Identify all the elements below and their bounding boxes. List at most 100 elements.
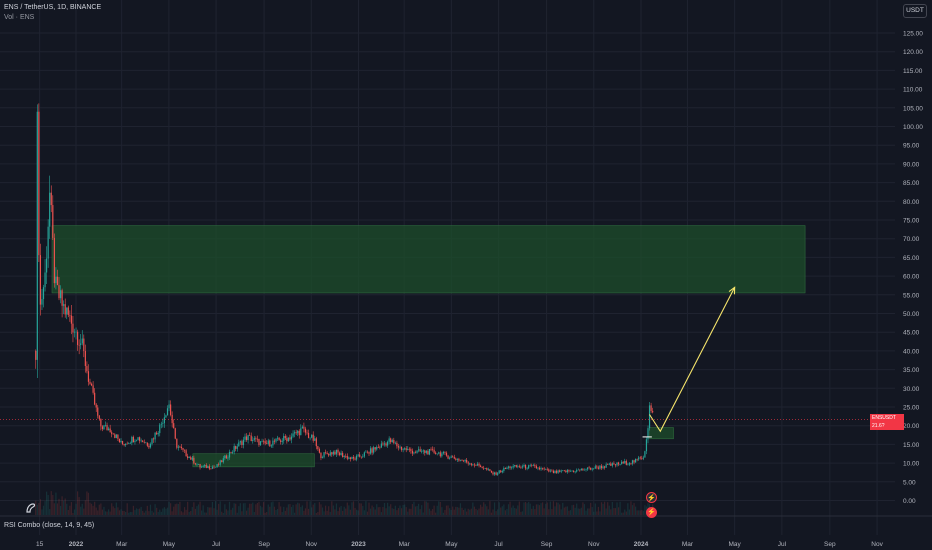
volume-bar <box>399 505 401 515</box>
volume-bar <box>318 502 321 515</box>
volume-bar <box>77 491 79 515</box>
candle-body <box>616 462 618 466</box>
candle-body <box>400 446 403 450</box>
candle-body <box>128 443 130 444</box>
candle-body <box>514 465 516 466</box>
candle-body <box>235 446 237 449</box>
volume-bar <box>590 502 592 515</box>
candle-body <box>535 466 538 469</box>
candle-body <box>253 438 255 440</box>
candle-body <box>156 432 158 435</box>
volume-bar <box>95 507 97 515</box>
candle-body <box>362 456 364 458</box>
volume-bar <box>187 501 189 515</box>
volume-bar <box>242 503 245 515</box>
volume-bar <box>402 504 404 515</box>
rsi-indicator-label[interactable]: RSI Combo (close, 14, 9, 45) <box>4 522 95 529</box>
candle-body <box>596 466 598 468</box>
candle-body <box>163 417 166 424</box>
quote-currency-button[interactable]: USDT <box>903 4 927 18</box>
candle-body <box>332 451 334 455</box>
candle-body <box>501 471 503 473</box>
volume-bar <box>44 501 46 515</box>
volume-bar <box>311 507 313 515</box>
candle-body <box>318 449 321 453</box>
symbol-title[interactable]: ENS / TetherUS, 1D, BINANCE <box>4 4 102 11</box>
candle-body <box>151 438 153 444</box>
candle-body <box>351 457 353 459</box>
volume-bar <box>500 507 502 515</box>
candle-body <box>196 464 198 465</box>
candle-body <box>267 440 269 444</box>
volume-bar <box>424 501 426 515</box>
volume-bar <box>185 509 187 515</box>
volume-bar <box>377 507 379 515</box>
candle-body <box>280 440 282 442</box>
volume-bar <box>101 509 104 515</box>
volume-bar <box>571 505 573 515</box>
volume-bar <box>356 509 358 515</box>
candle-body <box>258 438 260 446</box>
tradingview-logo-icon[interactable] <box>24 501 38 515</box>
candle-body <box>47 226 49 259</box>
x-tick-label: Nov <box>871 541 883 548</box>
volume-bar <box>219 501 221 515</box>
volume-bar <box>616 502 618 515</box>
candle-body <box>391 440 393 443</box>
candle-body <box>559 470 561 472</box>
candle-body <box>166 408 169 416</box>
y-tick-label: 85.00 <box>903 180 920 187</box>
candle-body <box>354 458 356 460</box>
volume-bar <box>123 510 125 515</box>
candle-body <box>193 457 195 464</box>
candle-body <box>543 468 545 470</box>
volume-bar <box>478 508 480 515</box>
volume-bar <box>509 501 511 515</box>
x-tick-label: Sep <box>541 541 553 548</box>
y-tick-label: 55.00 <box>903 292 920 299</box>
candle-body <box>526 468 528 469</box>
candle-body <box>77 331 79 345</box>
volume-bar <box>224 504 226 515</box>
candle-body <box>453 456 455 459</box>
volume-bar <box>173 506 175 515</box>
candle-body <box>84 351 86 366</box>
volume-bar <box>445 505 448 515</box>
candle-body <box>159 424 161 434</box>
volume-bar <box>191 507 193 515</box>
candle-body <box>188 457 190 459</box>
candle-body <box>224 455 226 459</box>
volume-bar <box>197 504 200 515</box>
candle-body <box>484 468 486 469</box>
volume-bar <box>176 503 178 515</box>
volume-bar <box>211 502 214 515</box>
volume-bar <box>41 509 43 515</box>
volume-bar <box>512 505 514 515</box>
volume-bar <box>213 508 215 515</box>
volume-bar <box>633 503 635 515</box>
y-tick-label: 120.00 <box>903 49 923 56</box>
volume-bar <box>297 502 299 515</box>
candle-body <box>588 467 590 469</box>
candle-body <box>211 466 214 469</box>
candle-body <box>132 436 135 443</box>
candle-body <box>604 466 606 468</box>
candle-body <box>590 467 592 470</box>
candle-body <box>290 436 293 440</box>
event-marker[interactable]: ⚡ <box>646 492 657 503</box>
candle-body <box>103 425 105 430</box>
candle-body <box>563 470 565 472</box>
volume-bar <box>373 507 375 515</box>
candle-body <box>191 457 193 460</box>
volume-bar <box>115 502 117 515</box>
volume-bar <box>294 512 296 515</box>
candle-body <box>207 466 209 469</box>
candle-body <box>380 443 383 448</box>
candle-body <box>311 434 313 438</box>
candle-body <box>548 469 550 472</box>
volume-bar <box>100 503 102 515</box>
x-tick-label: Nov <box>306 541 318 548</box>
event-marker-red[interactable]: ⚡ <box>646 507 657 518</box>
volume-label[interactable]: Vol · ENS <box>4 14 35 21</box>
